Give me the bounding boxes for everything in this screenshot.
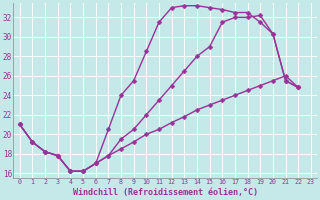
X-axis label: Windchill (Refroidissement éolien,°C): Windchill (Refroidissement éolien,°C) — [73, 188, 258, 197]
